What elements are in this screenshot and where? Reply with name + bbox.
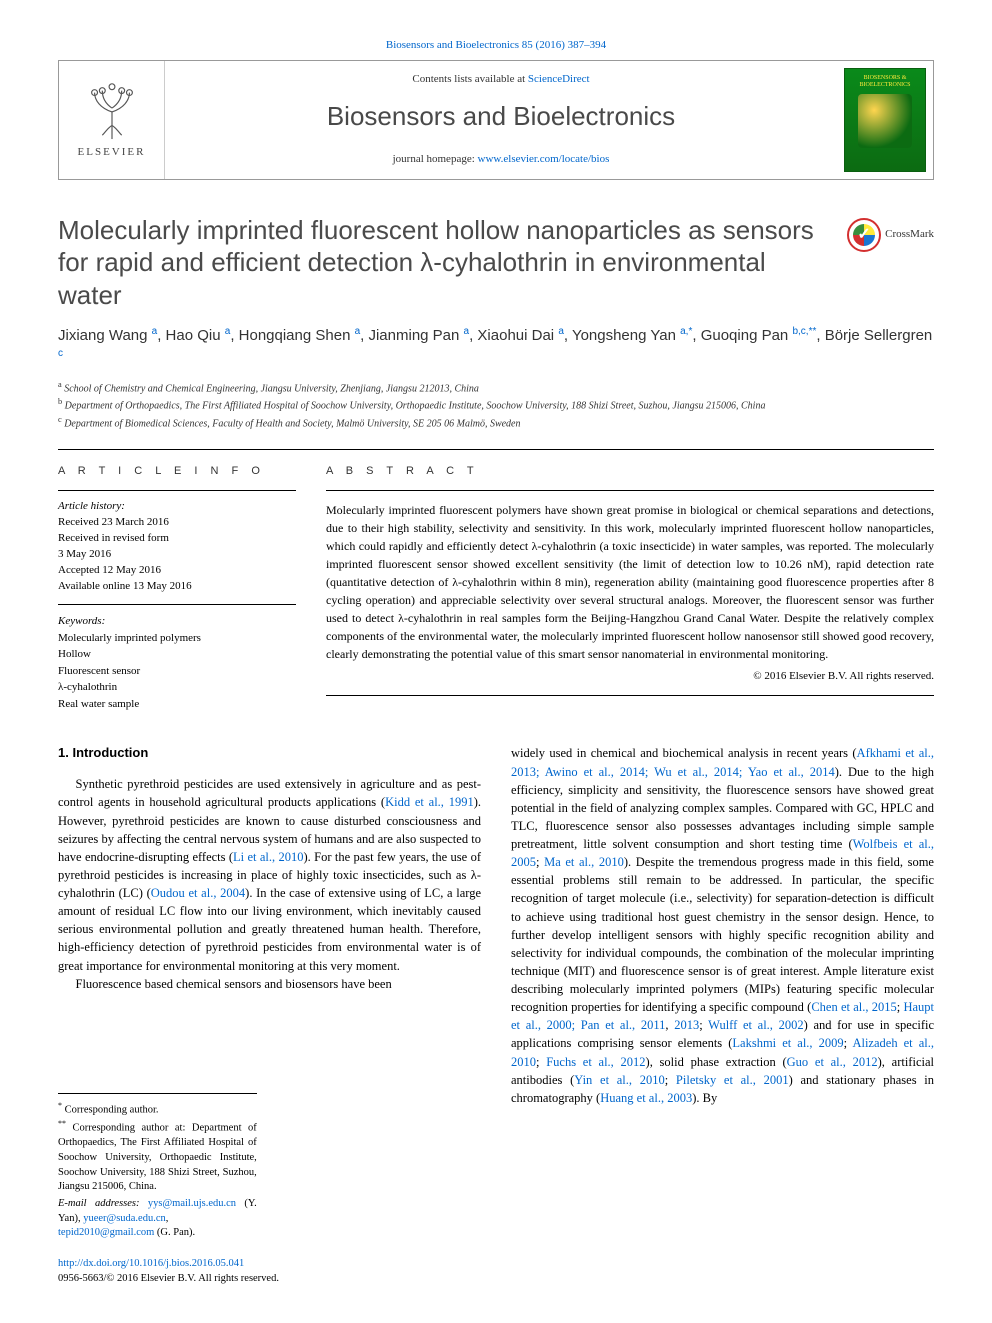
journal-cover-thumbnail: BIOSENSORS & BIOELECTRONICS: [844, 68, 926, 172]
body-two-columns: 1. Introduction Synthetic pyrethroid pes…: [58, 744, 934, 1241]
journal-name: Biosensors and Bioelectronics: [175, 98, 827, 136]
divider: [58, 449, 934, 450]
ref-link[interactable]: Oudou et al., 2004: [151, 886, 245, 900]
running-citation: Biosensors and Bioelectronics 85 (2016) …: [58, 38, 934, 54]
ref-link[interactable]: Guo et al., 2012: [787, 1055, 878, 1069]
intro-paragraph-3: widely used in chemical and biochemical …: [511, 744, 934, 1107]
keyword: Real water sample: [58, 696, 296, 713]
publisher-logo-cell: ELSEVIER: [59, 61, 165, 179]
affiliations: a School of Chemistry and Chemical Engin…: [58, 379, 934, 431]
keyword: Fluorescent sensor: [58, 663, 296, 680]
contents-available-line: Contents lists available at ScienceDirec…: [175, 72, 827, 88]
bottom-meta: http://dx.doi.org/10.1016/j.bios.2016.05…: [58, 1257, 934, 1286]
contents-prefix: Contents lists available at: [412, 73, 527, 85]
ref-link[interactable]: Ma et al., 2010: [544, 855, 624, 869]
keyword: λ-cyhalothrin: [58, 679, 296, 696]
email-link[interactable]: yueer@suda.edu.cn: [83, 1213, 166, 1224]
crossmark-icon: [847, 218, 881, 252]
keywords-label: Keywords:: [58, 613, 296, 630]
email-link[interactable]: yys@mail.ujs.edu.cn: [148, 1198, 236, 1209]
ref-link[interactable]: Wulff et al., 2002: [708, 1018, 803, 1032]
affiliation-line: c Department of Biomedical Sciences, Fac…: [58, 414, 934, 431]
history-line: Available online 13 May 2016: [58, 579, 296, 595]
doi-link[interactable]: http://dx.doi.org/10.1016/j.bios.2016.05…: [58, 1258, 244, 1269]
keyword: Molecularly imprinted polymers: [58, 630, 296, 647]
issn-copyright: 0956-5663/© 2016 Elsevier B.V. All right…: [58, 1272, 934, 1287]
email-link[interactable]: tepid2010@gmail.com: [58, 1227, 154, 1238]
journal-cover-cell: BIOSENSORS & BIOELECTRONICS: [837, 61, 933, 179]
ref-link[interactable]: Chen et al., 2015: [811, 1000, 896, 1014]
ref-link[interactable]: 2013: [674, 1018, 699, 1032]
abstract-text: Molecularly imprinted fluorescent polyme…: [326, 501, 934, 663]
keyword: Hollow: [58, 646, 296, 663]
intro-paragraph-2: Fluorescence based chemical sensors and …: [58, 975, 481, 993]
divider: [326, 490, 934, 491]
history-line: Received in revised form: [58, 531, 296, 547]
article-info-column: A R T I C L E I N F O Article history: R…: [58, 464, 296, 713]
corresponding-footnotes: * Corresponding author. ** Corresponding…: [58, 1093, 257, 1241]
affiliation-line: a School of Chemistry and Chemical Engin…: [58, 379, 934, 396]
article-history: Article history: Received 23 March 2016R…: [58, 490, 296, 595]
ref-link[interactable]: Kidd et al., 1991: [385, 795, 474, 809]
journal-homepage-line: journal homepage: www.elsevier.com/locat…: [175, 152, 827, 168]
section-heading-intro: 1. Introduction: [58, 744, 481, 763]
homepage-prefix: journal homepage:: [393, 153, 478, 165]
elsevier-tree-icon: [81, 79, 143, 141]
article-info-heading: A R T I C L E I N F O: [58, 464, 296, 480]
article-title: Molecularly imprinted fluorescent hollow…: [58, 214, 829, 312]
ref-link[interactable]: Yin et al., 2010: [574, 1073, 664, 1087]
ref-link[interactable]: Li et al., 2010: [233, 850, 303, 864]
abstract-copyright: © 2016 Elsevier B.V. All rights reserved…: [326, 669, 934, 685]
sciencedirect-link[interactable]: ScienceDirect: [528, 73, 590, 85]
ref-link[interactable]: Huang et al., 2003: [600, 1091, 692, 1105]
divider: [326, 695, 934, 696]
keywords-block: Keywords: Molecularly imprinted polymers…: [58, 604, 296, 712]
history-label: Article history:: [58, 499, 296, 515]
cover-title: BIOSENSORS & BIOELECTRONICS: [849, 75, 921, 88]
email-label: E-mail addresses:: [58, 1198, 148, 1209]
footnote-text: Corresponding author.: [62, 1104, 159, 1115]
crossmark-widget[interactable]: CrossMark: [847, 218, 934, 252]
intro-paragraph-1: Synthetic pyrethroid pesticides are used…: [58, 775, 481, 974]
history-line: Received 23 March 2016: [58, 515, 296, 531]
journal-header-center: Contents lists available at ScienceDirec…: [165, 61, 837, 179]
running-citation-link[interactable]: Biosensors and Bioelectronics 85 (2016) …: [386, 39, 606, 51]
journal-homepage-link[interactable]: www.elsevier.com/locate/bios: [478, 153, 610, 165]
journal-header: ELSEVIER Contents lists available at Sci…: [58, 60, 934, 180]
ref-link[interactable]: Lakshmi et al., 2009: [732, 1036, 843, 1050]
history-line: 3 May 2016: [58, 547, 296, 563]
footnote-mark: **: [58, 1119, 66, 1128]
authors-line: Jixiang Wang a, Hao Qiu a, Hongqiang She…: [58, 325, 934, 369]
cover-art: [858, 94, 912, 148]
abstract-column: A B S T R A C T Molecularly imprinted fl…: [326, 464, 934, 713]
footnote-text: Corresponding author at: Department of O…: [58, 1123, 257, 1193]
elsevier-wordmark: ELSEVIER: [78, 145, 146, 161]
history-line: Accepted 12 May 2016: [58, 563, 296, 579]
abstract-heading: A B S T R A C T: [326, 464, 934, 480]
affiliation-line: b Department of Orthopaedics, The First …: [58, 396, 934, 413]
ref-link[interactable]: Piletsky et al., 2001: [676, 1073, 789, 1087]
crossmark-label: CrossMark: [885, 227, 934, 243]
ref-link[interactable]: Fuchs et al., 2012: [546, 1055, 645, 1069]
